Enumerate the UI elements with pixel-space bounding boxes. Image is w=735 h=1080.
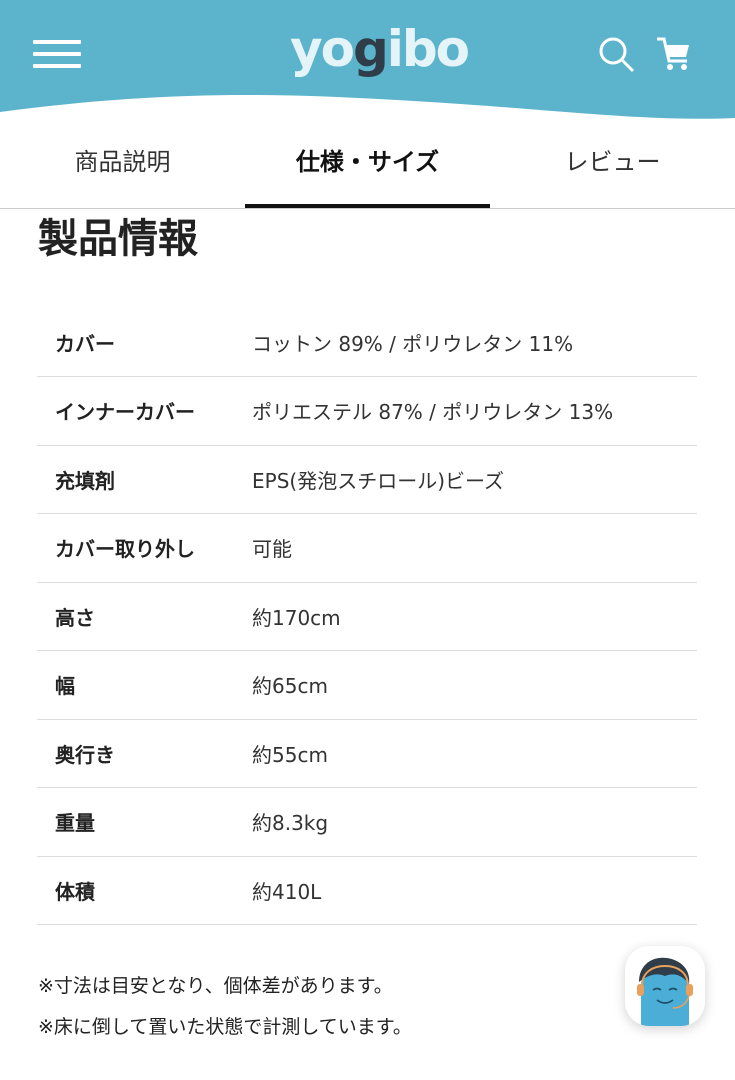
spec-value: EPS(発泡スチロール)ビーズ: [252, 445, 697, 514]
site-header: yogibo: [0, 0, 735, 125]
note: ※床に倒して置いた状態で計測しています。: [38, 1016, 412, 1038]
support-avatar-icon: [637, 957, 693, 1026]
spec-label: 高さ: [37, 582, 252, 651]
cart-icon[interactable]: [655, 36, 693, 72]
search-icon[interactable]: [597, 35, 637, 75]
spec-row: 幅約65cm: [37, 650, 697, 720]
tab-product-description[interactable]: 商品説明: [74, 148, 171, 176]
header-wave-background: [0, 0, 735, 119]
notes: ※寸法は目安となり、個体差があります。 ※床に倒して置いた状態で計測しています。: [38, 966, 412, 1048]
spec-label: 奥行き: [37, 719, 252, 788]
spec-value: コットン 89% / ポリウレタン 11%: [252, 308, 697, 377]
chat-support-button[interactable]: [625, 946, 705, 1026]
spec-row: カバー取り外し 可能: [37, 513, 697, 583]
spec-row: 体積 約410L: [37, 856, 697, 925]
spec-value: 約8.3kg: [252, 787, 697, 857]
spec-label: 幅: [37, 650, 252, 720]
spec-label: 体積: [37, 856, 252, 925]
spec-table: カバー コットン 89% / ポリウレタン 11% インナーカバー ポリエステル 87…: [37, 308, 697, 925]
spec-label: カバー取り外し: [37, 513, 252, 583]
hamburger-menu-icon[interactable]: [33, 40, 81, 68]
spec-row: 充填剤 EPS(発泡スチロール)ビーズ: [37, 445, 697, 514]
tab-bar: 商品説明 仕様・サイズ レビュー: [0, 125, 735, 209]
spec-value: 約55cm: [252, 719, 697, 788]
spec-label: カバー: [37, 308, 252, 377]
spec-label: インナーカバー: [37, 376, 252, 446]
spec-value: 可能: [252, 513, 697, 583]
spec-row: 奥行き 約55cm: [37, 719, 697, 788]
spec-row: カバー コットン 89% / ポリウレタン 11%: [37, 308, 697, 377]
tab-reviews[interactable]: レビュー: [564, 148, 661, 176]
tab-specs-size[interactable]: 仕様・サイズ: [245, 125, 490, 208]
spec-value: 約410L: [252, 856, 697, 925]
section-title: 製品情報: [38, 216, 198, 262]
spec-value: 約65cm: [252, 650, 697, 720]
note: ※寸法は目安となり、個体差があります。: [38, 975, 393, 997]
spec-row: 高さ 約170cm: [37, 582, 697, 651]
spec-value: 約170cm: [252, 582, 697, 651]
spec-label: 充填剤: [37, 445, 252, 514]
spec-row: 重量 約8.3kg: [37, 787, 697, 857]
spec-value: ポリエステル 87% / ポリウレタン 13%: [252, 376, 697, 446]
spec-label: 重量: [37, 787, 252, 857]
spec-row: インナーカバー ポリエステル 87% / ポリウレタン 13%: [37, 376, 697, 446]
yogibo-logo[interactable]: yogibo: [290, 20, 470, 78]
